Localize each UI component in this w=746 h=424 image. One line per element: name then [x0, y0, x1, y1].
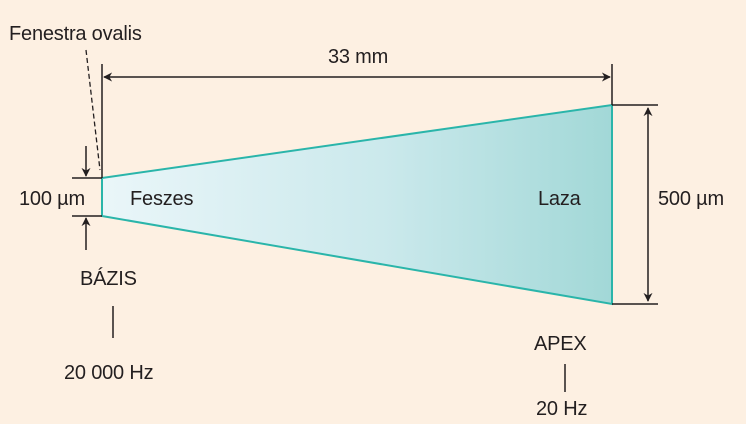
base-frequency-label: 20 000 Hz — [64, 362, 154, 384]
stiff-label: Feszes — [130, 188, 194, 210]
length-label: 33 mm — [327, 46, 389, 68]
apex-frequency-label: 20 Hz — [536, 398, 588, 420]
base-label: BÁZIS — [80, 268, 137, 290]
base-width-label: 100 µm — [19, 188, 85, 210]
loose-label: Laza — [538, 188, 581, 210]
fenestra-pointer — [85, 49, 101, 171]
fenestra-ovalis-label: Fenestra ovalis — [9, 23, 142, 45]
apex-label: APEX — [534, 333, 587, 355]
apex-width-label: 500 µm — [658, 188, 724, 210]
